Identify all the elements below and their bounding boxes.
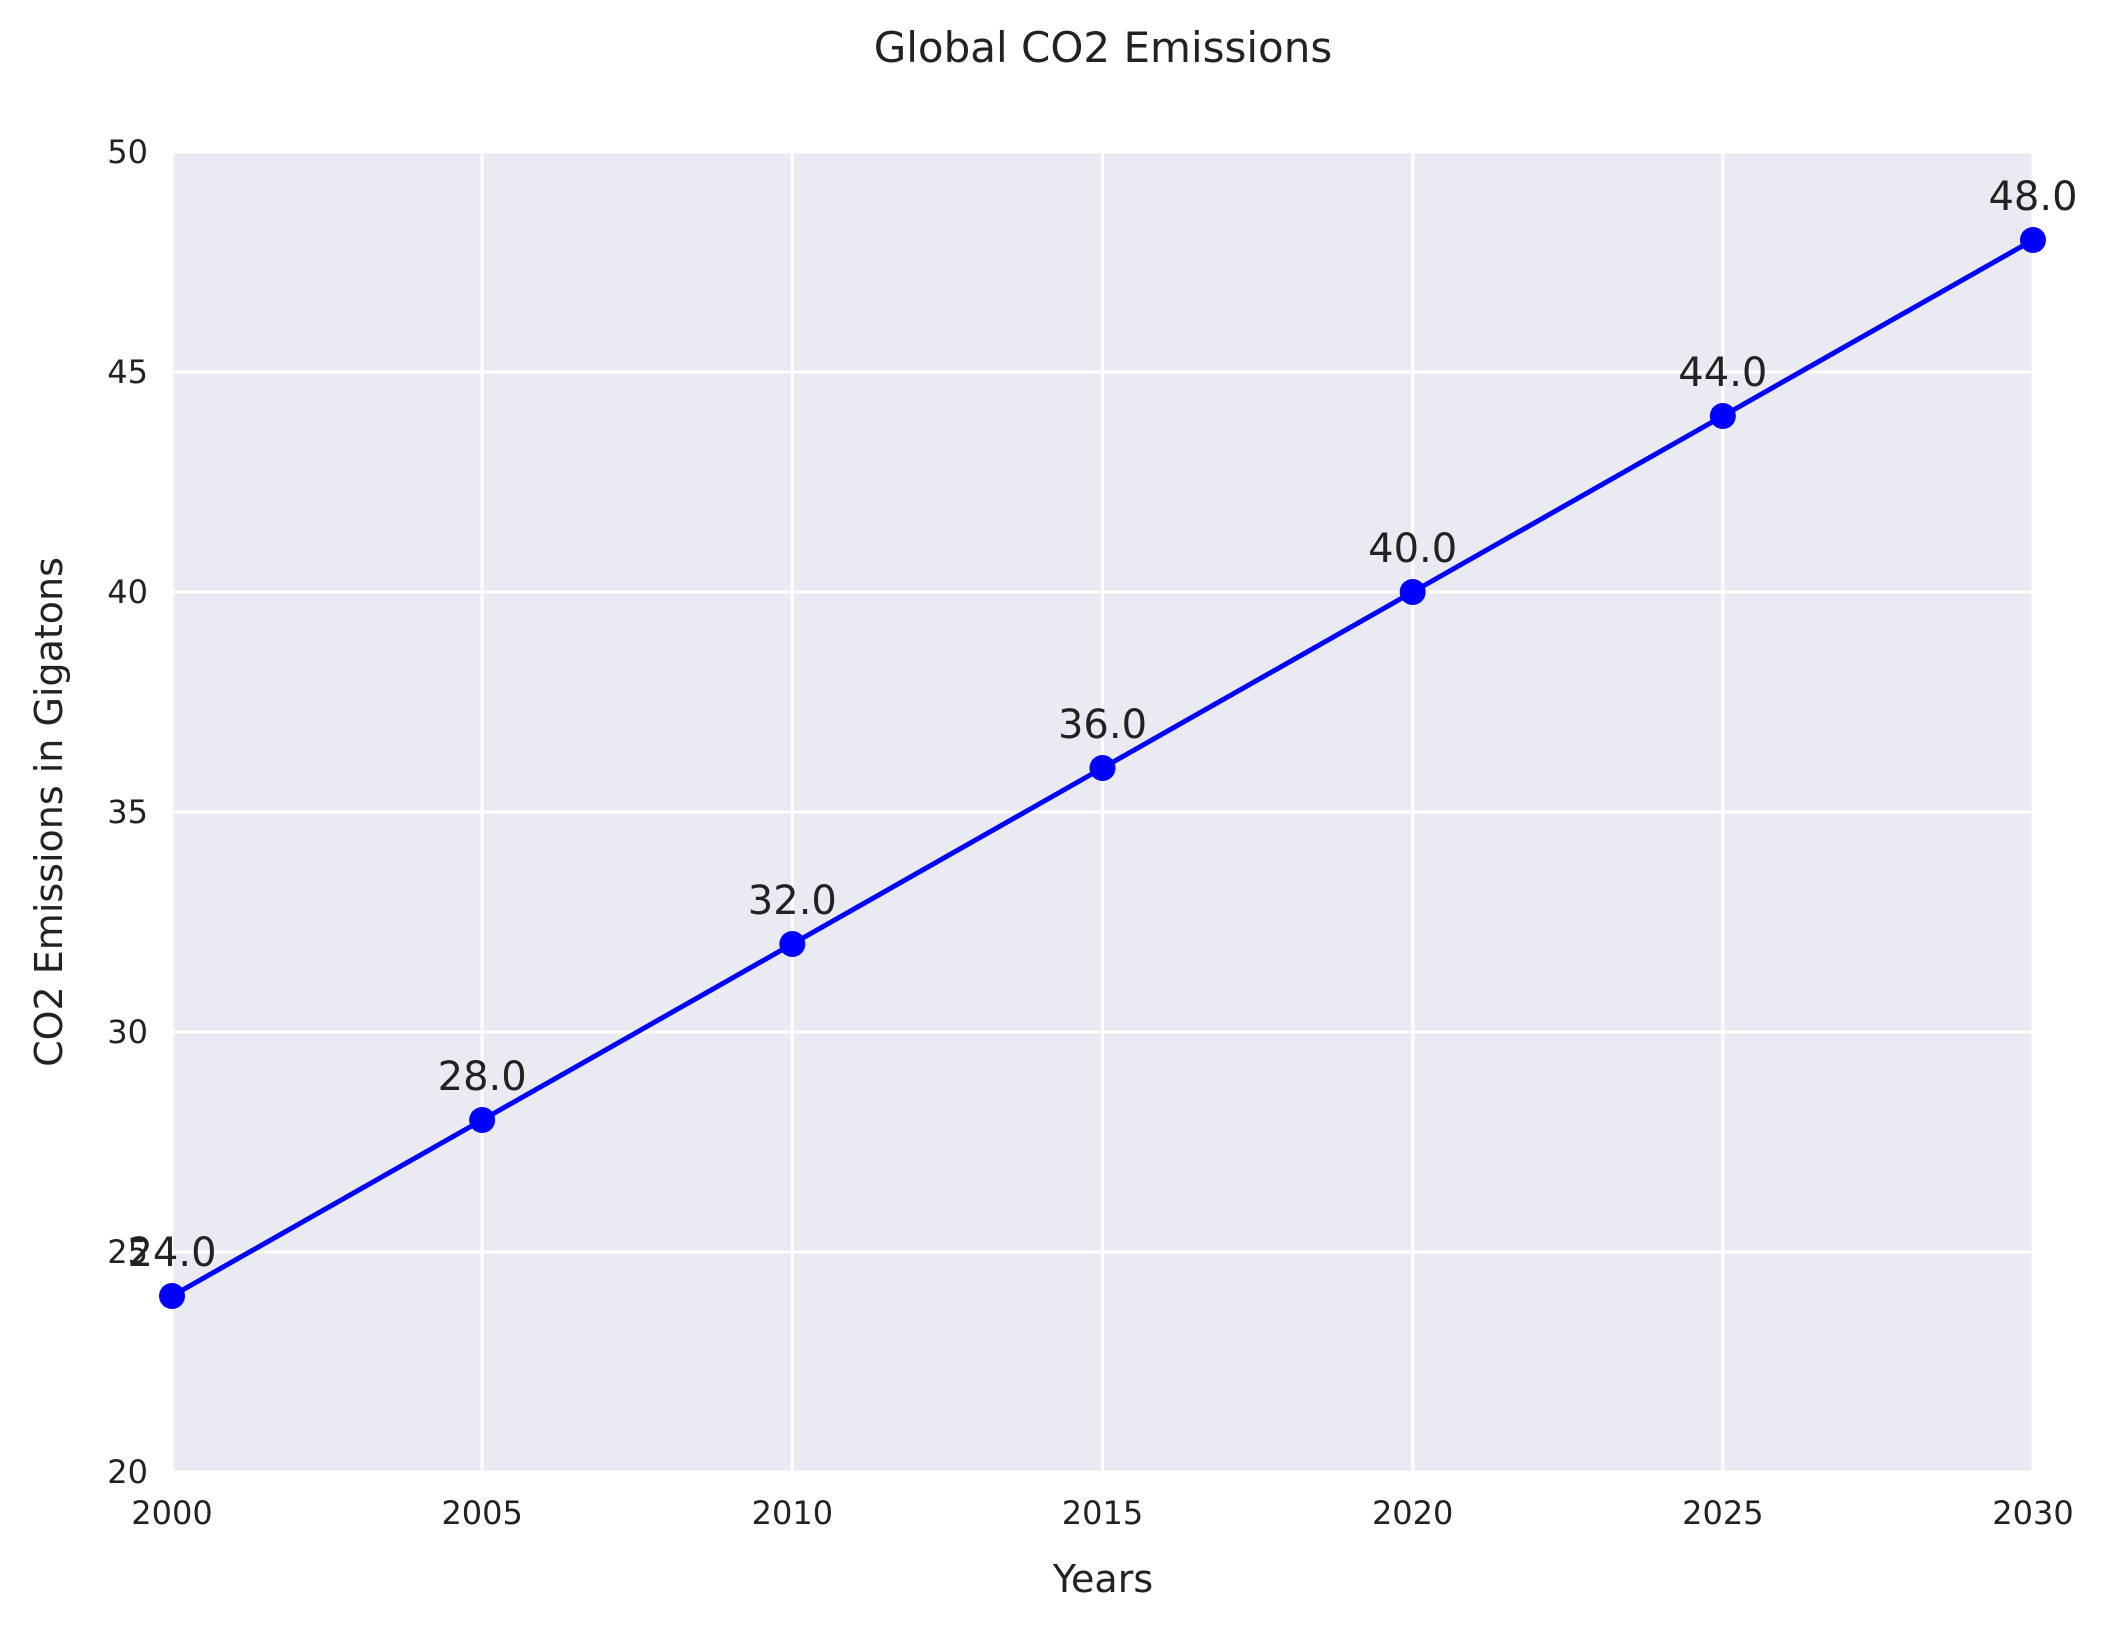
data-labels: 24.0 28.0 32.0 36.0 40.0 44.0 48.0 <box>127 174 2077 1276</box>
x-tick-label: 2020 <box>1372 1494 1453 1532</box>
data-point <box>1709 403 1736 429</box>
data-label: 32.0 <box>748 878 837 924</box>
y-tick-label: 20 <box>107 1453 148 1491</box>
y-tick-label: 25 <box>107 1233 148 1271</box>
x-tick-label: 2025 <box>1682 1494 1763 1532</box>
data-point <box>779 931 806 957</box>
y-tick-label: 50 <box>107 133 148 171</box>
data-label: 48.0 <box>1988 174 2077 220</box>
data-label: 36.0 <box>1058 702 1147 748</box>
y-tick-label: 30 <box>107 1013 148 1051</box>
data-point <box>159 1283 185 1309</box>
grid <box>170 150 2035 1474</box>
x-axis-ticks: 2000 2005 2010 2015 2020 2025 2030 <box>131 1494 2073 1532</box>
chart-title: Global CO2 Emissions <box>874 23 1333 72</box>
data-point <box>2020 227 2046 253</box>
series-layer <box>159 227 2046 1309</box>
y-axis-label: CO2 Emissions in Gigatons <box>27 557 71 1067</box>
x-tick-label: 2000 <box>131 1494 212 1532</box>
y-axis-ticks: 20 25 30 35 40 45 50 <box>107 133 148 1491</box>
data-point <box>1399 579 1426 605</box>
x-tick-label: 2015 <box>1062 1494 1143 1532</box>
x-tick-label: 2030 <box>1992 1494 2073 1532</box>
x-tick-label: 2010 <box>752 1494 833 1532</box>
x-tick-label: 2005 <box>441 1494 522 1532</box>
y-tick-label: 40 <box>107 573 148 611</box>
data-label: 24.0 <box>127 1230 216 1276</box>
data-point <box>469 1107 496 1133</box>
y-tick-label: 45 <box>107 353 148 391</box>
data-label: 40.0 <box>1368 526 1457 572</box>
data-point <box>1089 755 1116 781</box>
data-label: 44.0 <box>1678 350 1767 396</box>
x-axis-label: Years <box>1052 1557 1153 1601</box>
data-label: 28.0 <box>438 1054 527 1100</box>
y-tick-label: 35 <box>107 793 148 831</box>
